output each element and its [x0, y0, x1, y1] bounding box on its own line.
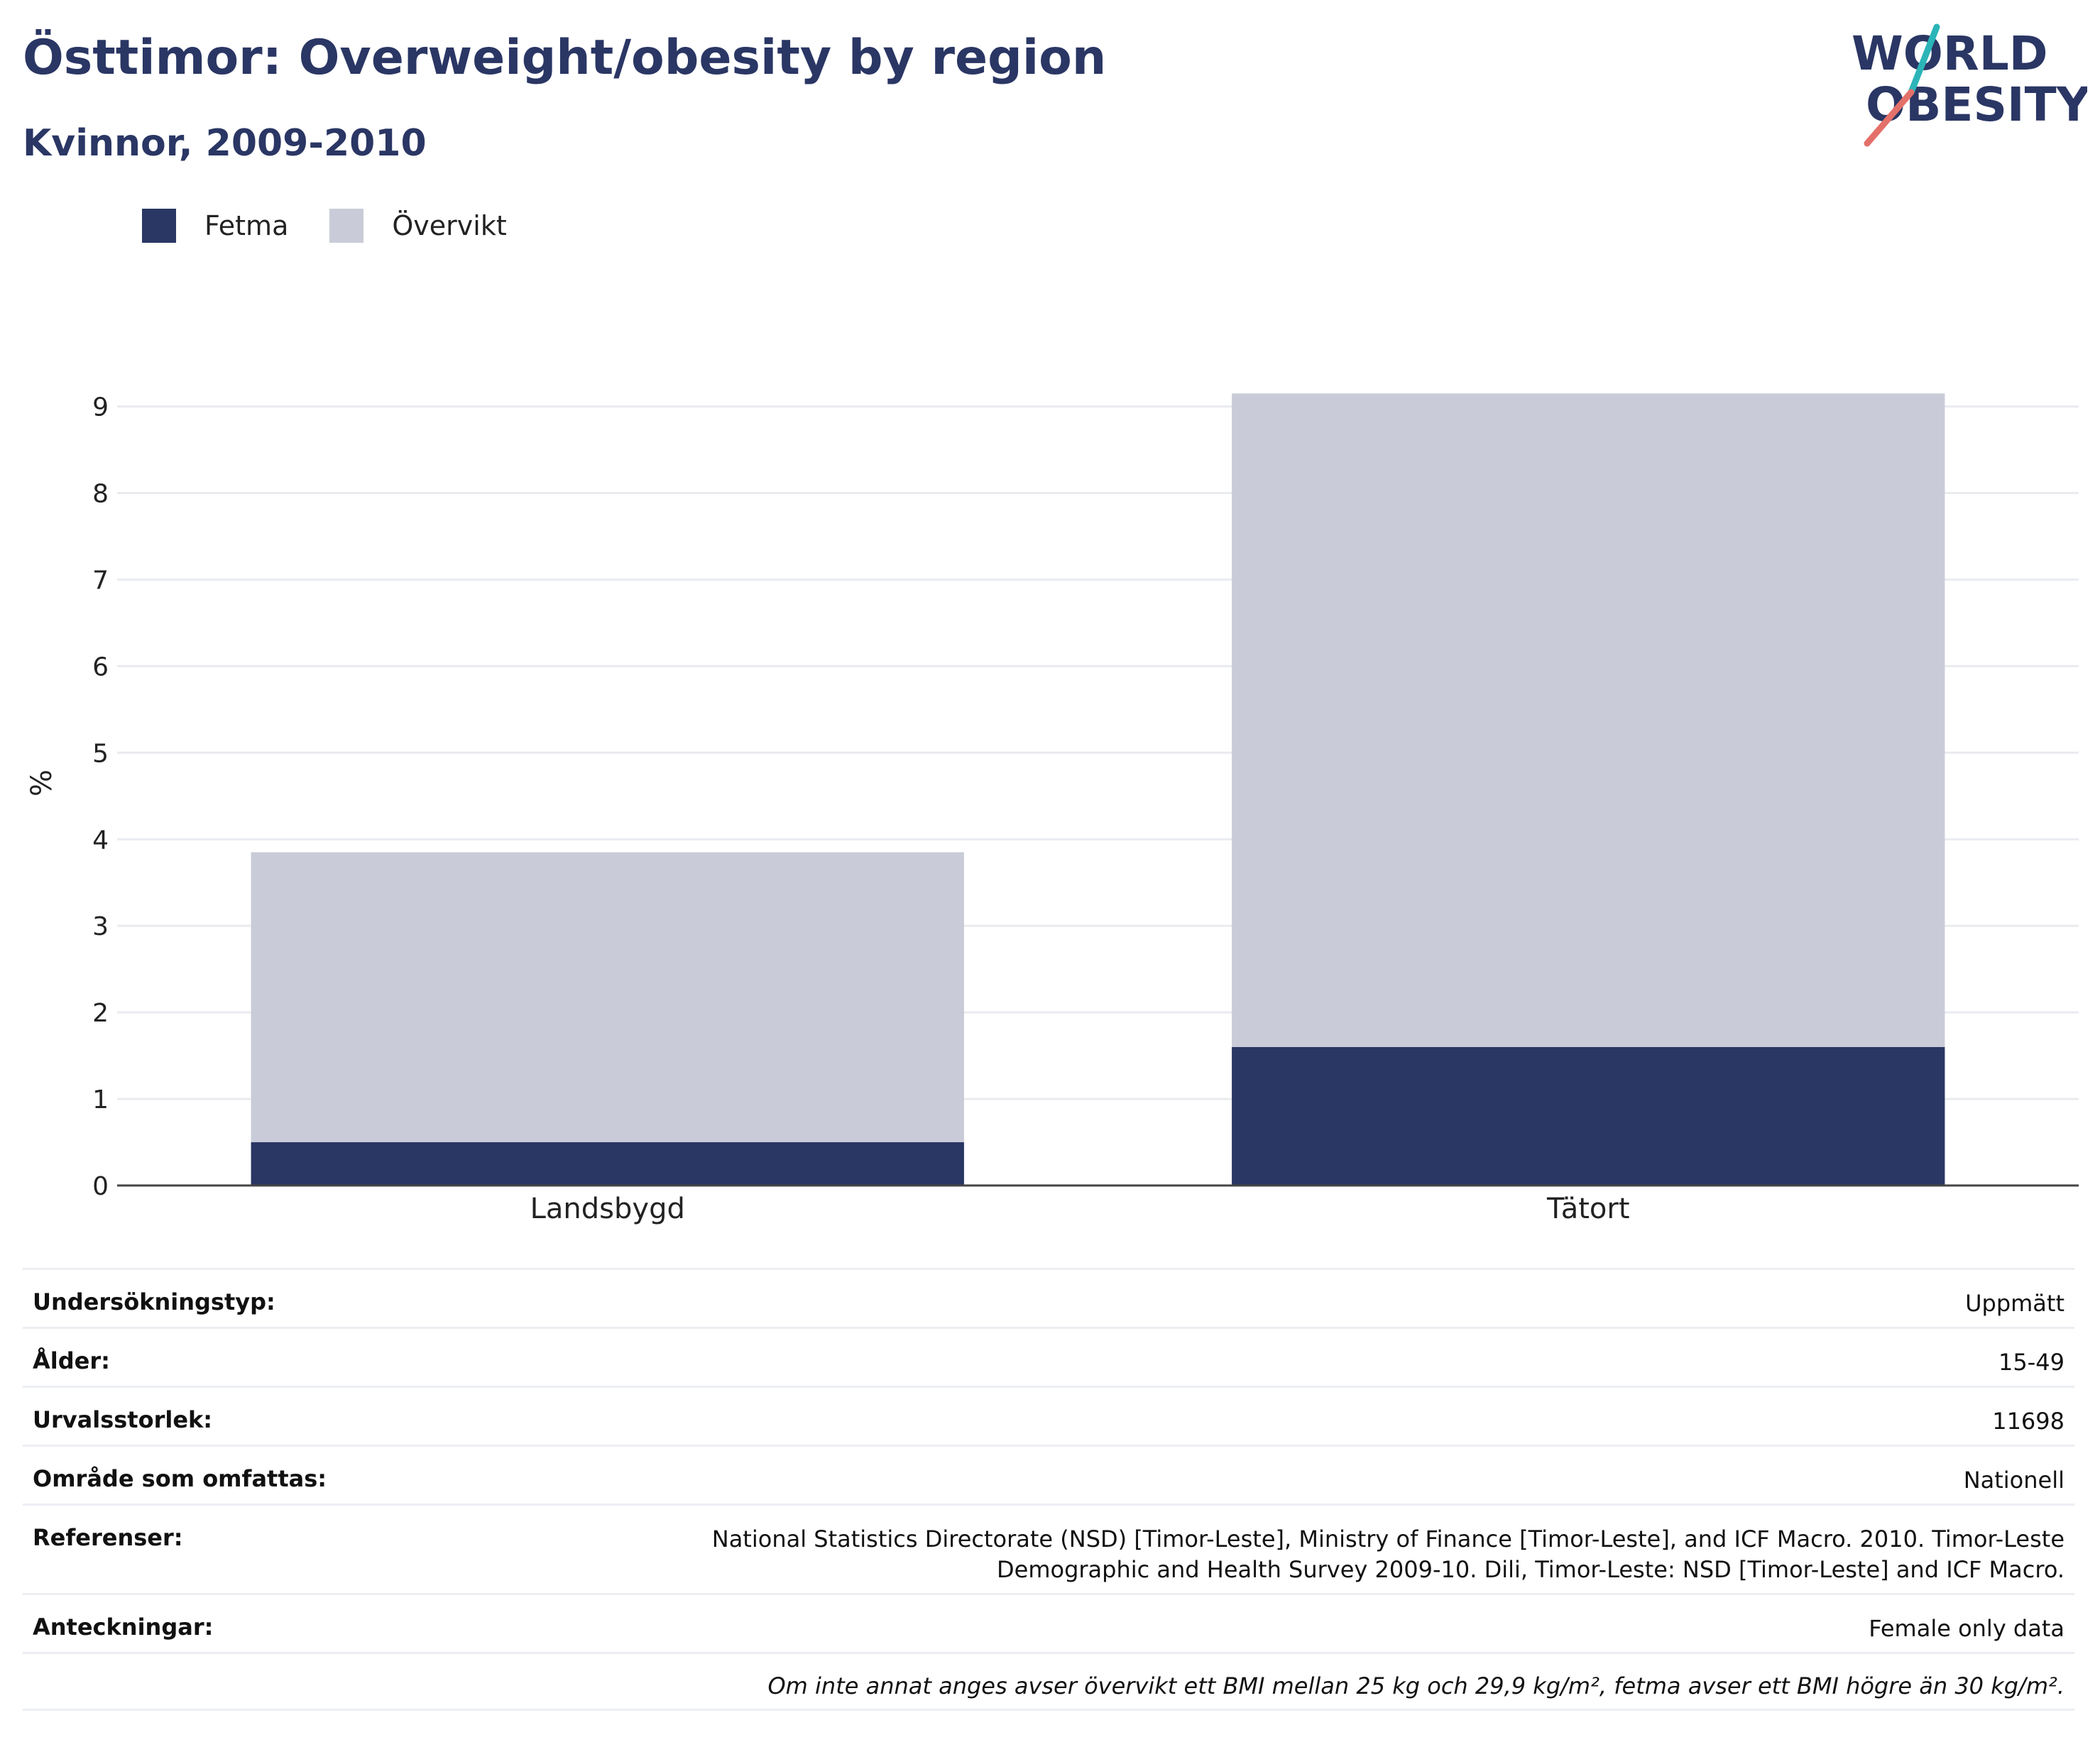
- info-label: Anteckningar:: [33, 1614, 214, 1641]
- world-obesity-logo: WORLD OBESITY: [1852, 23, 2087, 147]
- logo-slash-teal: [1908, 23, 1940, 96]
- x-category-label: Tätort: [1546, 1193, 1630, 1225]
- y-tick-label: 2: [92, 999, 109, 1028]
- info-label: Urvalsstorlek:: [33, 1406, 213, 1433]
- y-tick-label: 4: [92, 826, 109, 855]
- y-axis-title: %: [26, 770, 58, 796]
- y-tick-label: 9: [92, 393, 109, 422]
- legend-label-fetma: Fetma: [204, 210, 289, 241]
- bmi-definition-note: Om inte annat anges avser övervikt ett B…: [23, 1652, 2074, 1711]
- y-tick-label: 5: [92, 739, 109, 768]
- y-tick-label: 7: [92, 566, 109, 595]
- info-row-notes: Anteckningar: Female only data: [23, 1593, 2074, 1652]
- bar-chart: 0 1 2 3 4 5 6 7 8 9% Landsbygd Tätort: [26, 393, 2079, 1225]
- legend-swatch-overvikt: [329, 209, 364, 243]
- bar--vervikt-landsbygd: [251, 852, 964, 1143]
- legend-item-fetma[interactable]: Fetma: [142, 209, 288, 243]
- bar-fetma-t-tort: [1232, 1046, 1945, 1185]
- bar-fetma-landsbygd: [251, 1142, 964, 1185]
- legend-label-overvikt: Övervikt: [392, 210, 507, 241]
- info-value: 15-49: [1998, 1349, 2065, 1376]
- info-label: Undersökningstyp:: [33, 1288, 275, 1315]
- y-tick-label: 6: [92, 652, 109, 681]
- info-value: 11698: [1992, 1408, 2065, 1435]
- info-label: Område som omfattas:: [33, 1465, 327, 1492]
- logo-line1: WORLD: [1852, 26, 2048, 81]
- info-label: Referenser:: [33, 1524, 183, 1551]
- info-value: National Statistics Directorate (NSD) [T…: [711, 1526, 2065, 1583]
- info-value: Female only data: [1869, 1615, 2065, 1642]
- info-row-sample-size: Urvalsstorlek: 11698: [23, 1386, 2074, 1445]
- chart-subtitle: Kvinnor, 2009-2010: [23, 122, 427, 165]
- legend: Fetma Övervikt: [142, 209, 548, 243]
- info-value: Nationell: [1963, 1467, 2065, 1494]
- y-tick-label: 1: [92, 1085, 109, 1115]
- info-value: Uppmätt: [1965, 1290, 2065, 1317]
- y-tick-label: 0: [92, 1172, 109, 1201]
- legend-item-overvikt[interactable]: Övervikt: [329, 209, 507, 243]
- legend-swatch-fetma: [142, 209, 176, 243]
- info-row-references: Referenser: National Statistics Director…: [23, 1504, 2074, 1593]
- chart-title: Östtimor: Overweight/obesity by region: [23, 30, 1107, 86]
- y-tick-label: 8: [92, 480, 109, 509]
- info-row-survey-type: Undersökningstyp: Uppmätt: [23, 1268, 2074, 1327]
- info-row-age: Ålder: 15-49: [23, 1327, 2074, 1386]
- info-label: Ålder:: [33, 1347, 110, 1374]
- y-tick-label: 3: [92, 912, 109, 941]
- x-category-label: Landsbygd: [530, 1193, 685, 1225]
- logo-slash-coral: [1864, 89, 1915, 147]
- survey-info-table: Undersökningstyp: Uppmätt Ålder: 15-49 U…: [23, 1268, 2074, 1711]
- info-row-coverage: Område som omfattas: Nationell: [23, 1445, 2074, 1504]
- bar--vervikt-t-tort: [1232, 393, 1945, 1047]
